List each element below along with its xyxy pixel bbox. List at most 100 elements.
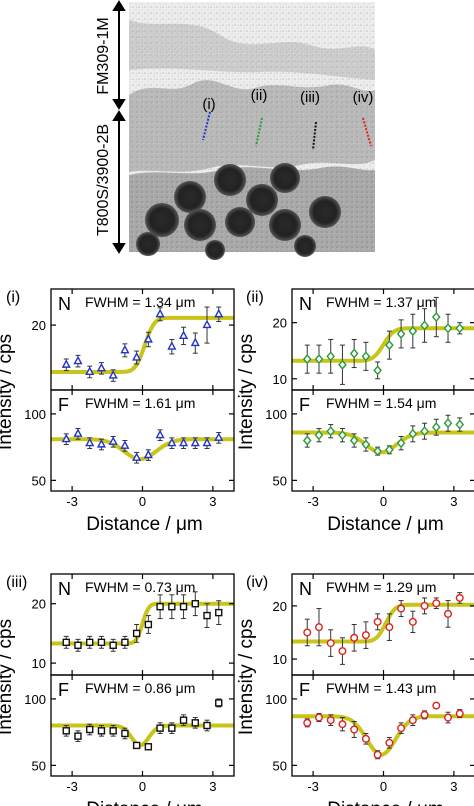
x-tick-label: -3 (307, 779, 319, 794)
data-point (143, 449, 153, 459)
fwhm-label: FWHM = 0.73 μm (85, 579, 195, 595)
data-point (85, 366, 95, 376)
data-point (155, 429, 165, 439)
data-point (314, 713, 323, 722)
data-point (408, 716, 417, 725)
panel-ii-F: 50 100 -3 0 3 F FWHM = 1.54 μm (265, 389, 474, 509)
data-point (155, 308, 165, 318)
data-point (385, 444, 394, 455)
data-point (214, 432, 224, 441)
x-axis-title-iv: Distance / μm (327, 799, 444, 806)
scan-label-ii: (ii) (251, 87, 268, 104)
data-point (373, 750, 382, 759)
x-tick-label: 3 (450, 494, 457, 509)
plot-group-iv: (iv) Intensity / cps 10 20 N FWHM = 1.29 μm 50… (236, 573, 474, 806)
y-tick-label: 50 (273, 758, 287, 773)
data-point (338, 359, 347, 370)
data-point (361, 734, 370, 743)
data-point (203, 611, 211, 620)
data-point (396, 328, 406, 339)
data-point (74, 732, 82, 740)
data-point (455, 593, 464, 602)
scan-lines (202, 111, 372, 151)
data-point (109, 641, 117, 649)
data-point (178, 437, 189, 447)
data-point (214, 308, 224, 318)
data-point (202, 437, 212, 447)
data-point (373, 365, 382, 376)
x-tick-label: 0 (139, 494, 146, 509)
data-point (179, 716, 188, 724)
data-point (74, 641, 82, 649)
panel-tag: N (58, 294, 71, 314)
x-tick-label: 0 (380, 779, 387, 794)
x-tick-label: -3 (307, 494, 319, 509)
data-point (132, 741, 141, 750)
data-point (62, 727, 70, 735)
scan-label-iv: (iv) (353, 89, 374, 106)
data-point (132, 452, 142, 461)
data-point (361, 631, 370, 640)
data-point (431, 422, 441, 433)
y-tick-label: 100 (265, 407, 287, 422)
data-point (326, 716, 335, 725)
panel-i-N: 20 N FWHM = 1.34 μm (32, 288, 235, 391)
scan-label-i: (i) (202, 96, 215, 113)
x-tick-label: 3 (209, 779, 216, 794)
scan-label-iii: (iii) (300, 89, 320, 106)
region-arrows (112, 0, 126, 254)
panel-iii-N: 10 20 N FWHM = 0.73 μm (32, 573, 235, 676)
data-point (314, 430, 324, 441)
data-point (120, 344, 130, 354)
y-tick-label: 50 (273, 473, 287, 488)
data-point (349, 435, 359, 446)
fwhm-label: FWHM = 0.86 μm (85, 680, 195, 696)
data-point (215, 699, 223, 707)
scan-line-i (202, 111, 211, 141)
data-point (167, 341, 177, 350)
data-point (385, 623, 394, 632)
y-tick-label: 100 (24, 692, 46, 707)
data-point (86, 725, 94, 734)
data-point (443, 323, 453, 334)
panel-i-F: 50 100 -3 0 3 F FWHM = 1.61 μm (24, 389, 235, 509)
panel-iv-N: 10 20 N FWHM = 1.29 μm (273, 573, 474, 676)
fwhm-label: FWHM = 1.61 μm (85, 395, 195, 411)
plot-group-ii: (ii) Intensity / cps 10 20 N FWHM = 1.37 μm 50… (236, 288, 474, 535)
data-point (397, 604, 406, 613)
y-tick-label: 10 (273, 652, 287, 667)
data-point (420, 320, 429, 331)
group-label-i: (i) (6, 289, 20, 306)
panel-tag: N (299, 579, 312, 599)
data-point (132, 352, 142, 361)
data-point (96, 438, 107, 448)
data-point (443, 418, 453, 429)
panel-tag: F (299, 395, 310, 415)
data-point (361, 351, 371, 362)
data-point (61, 359, 71, 368)
data-point (455, 323, 465, 334)
data-point (373, 446, 382, 457)
data-point (120, 440, 130, 449)
data-point (338, 430, 347, 441)
resin-patch-upper (129, 20, 375, 80)
y-tick-label: 100 (265, 692, 287, 707)
data-point (455, 709, 464, 718)
data-point (314, 623, 323, 632)
x-tick-label: 3 (209, 494, 216, 509)
y-tick-label: 20 (32, 318, 46, 333)
data-point (215, 608, 223, 617)
data-point (97, 727, 106, 735)
resin-region (129, 80, 375, 172)
panel-tag: N (58, 579, 71, 599)
data-point (73, 355, 83, 365)
data-point (167, 437, 177, 447)
data-point (86, 638, 94, 647)
fwhm-label: FWHM = 1.34 μm (85, 294, 195, 310)
panel-ii-N: 10 20 N FWHM = 1.37 μm (273, 288, 474, 391)
panel-tag: F (299, 680, 310, 700)
data-point (444, 609, 453, 618)
data-point (303, 628, 312, 637)
data-point (302, 354, 312, 365)
